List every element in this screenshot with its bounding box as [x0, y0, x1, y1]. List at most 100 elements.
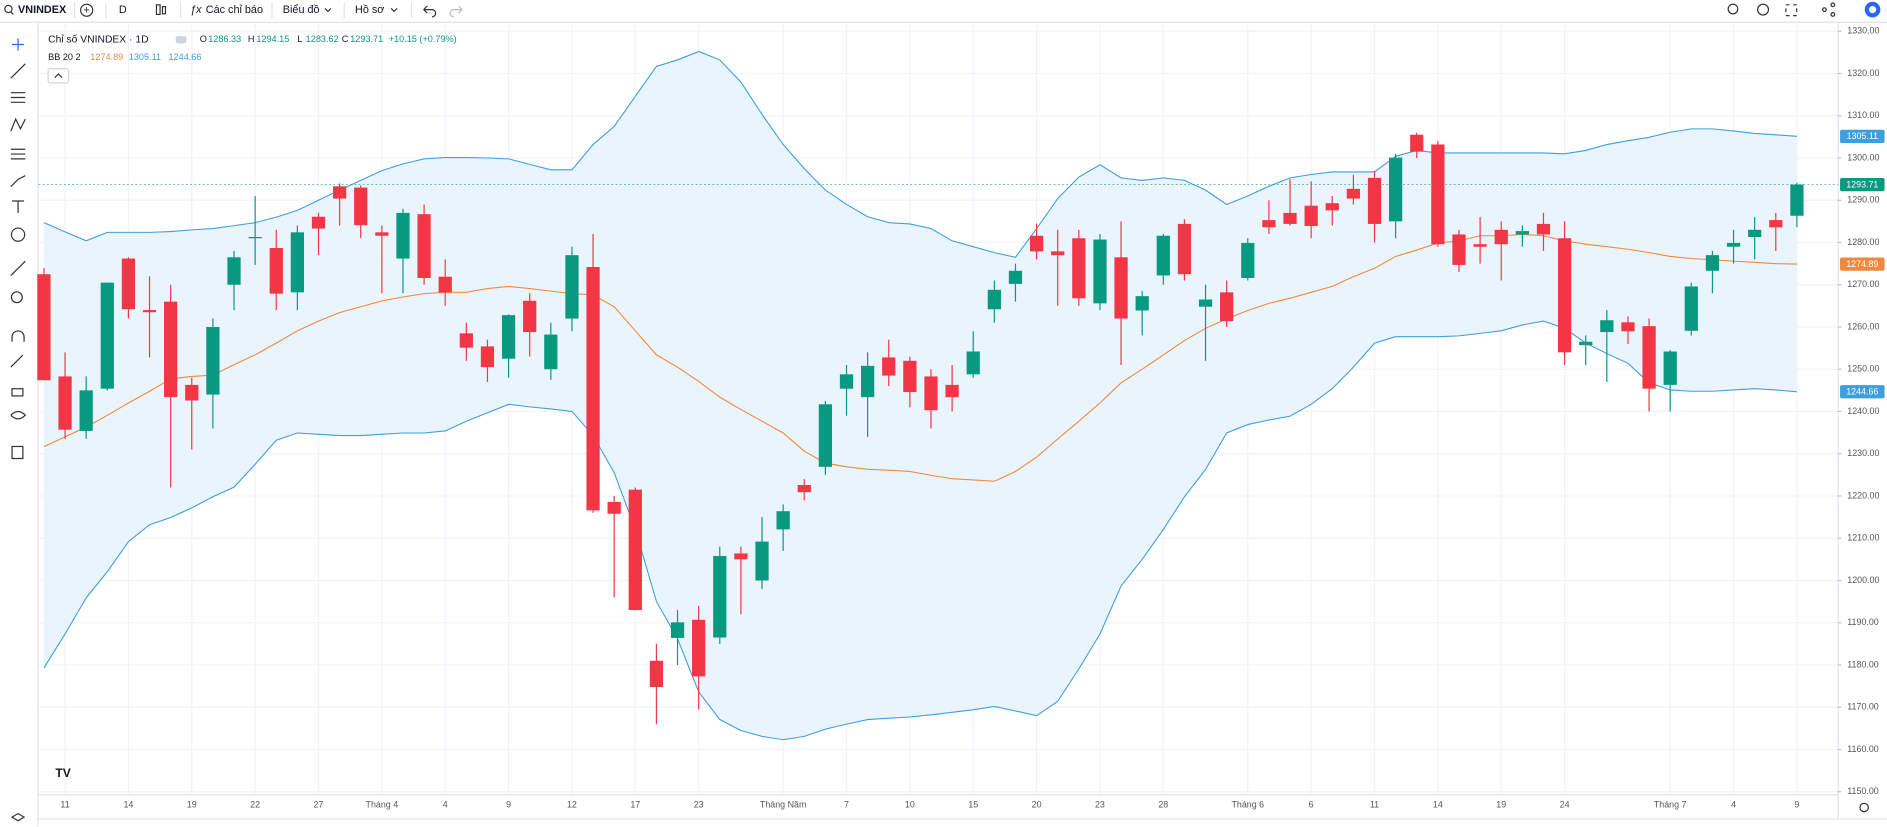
- undo-button[interactable]: [423, 5, 437, 18]
- stay-drawing-tool[interactable]: [10, 354, 24, 368]
- redo-button[interactable]: [449, 5, 463, 18]
- candle-body: [882, 357, 896, 376]
- plot: [37, 50, 1838, 741]
- axis-settings[interactable]: [1859, 802, 1869, 813]
- candle-body: [438, 276, 452, 293]
- price-tag-label: 1244.66: [1846, 387, 1878, 397]
- candle-body: [987, 289, 1001, 310]
- y-tick-label: 1200.00: [1847, 575, 1879, 585]
- chart-type-icon: [161, 6, 167, 15]
- x-tick-label: 14: [1433, 799, 1443, 809]
- layers-button[interactable]: [10, 812, 26, 822]
- projection-tool[interactable]: [10, 148, 26, 160]
- x-tick-label: Tháng 6: [1231, 799, 1264, 809]
- candle-body: [185, 384, 199, 401]
- price-tag: [1840, 385, 1885, 399]
- indicators-button[interactable]: Các chỉ báo: [206, 4, 263, 16]
- candle-body: [692, 619, 706, 677]
- legend-toggle[interactable]: [47, 67, 70, 84]
- delete-tool[interactable]: [11, 445, 24, 460]
- trendline-tool[interactable]: [10, 63, 26, 79]
- fib-tool[interactable]: [10, 92, 26, 103]
- magnet-tool[interactable]: [11, 330, 25, 342]
- zoom-tool[interactable]: [10, 291, 23, 304]
- lock-tool[interactable]: [11, 388, 24, 397]
- x-tick-label: 12: [567, 799, 577, 809]
- candle-body: [1410, 134, 1424, 152]
- share-button[interactable]: [1822, 7, 1827, 13]
- candle-body: [1705, 255, 1720, 271]
- brush-tool[interactable]: [10, 175, 26, 187]
- candle-body: [945, 384, 959, 398]
- zoom-button[interactable]: [1727, 3, 1739, 15]
- candle-body: [903, 360, 917, 393]
- top-toolbar: VNINDEX + D ƒx Các chỉ báo Biểu đồ Hồ sơ: [4, 1, 1881, 19]
- x-tick-label: 4: [1731, 799, 1736, 809]
- y-tick-label: 1220.00: [1847, 490, 1879, 500]
- candle-body: [1726, 242, 1741, 247]
- ohlc-value: 1286.33: [208, 34, 241, 44]
- candle-body: [79, 390, 93, 431]
- candle-body: [1536, 223, 1551, 235]
- dropdown-arrow: [324, 7, 332, 13]
- candle-body: [354, 187, 368, 226]
- candle-body: [1029, 235, 1044, 252]
- candle-body: [1220, 292, 1234, 322]
- chart-menu[interactable]: Biểu đồ: [283, 4, 320, 16]
- x-tick-label: 6: [1309, 799, 1314, 809]
- price-tag-label: 1305.11: [1847, 131, 1879, 141]
- tv-logo[interactable]: TV: [55, 766, 70, 780]
- x-tick-label: Tháng 4: [366, 799, 399, 809]
- candle-body: [1198, 299, 1213, 307]
- legend-toggle-arrow: [54, 73, 63, 79]
- ruler-tool[interactable]: [10, 260, 26, 277]
- visibility-tool[interactable]: [10, 410, 27, 420]
- emoji-tool[interactable]: [10, 227, 26, 242]
- candle-body: [1093, 239, 1107, 304]
- candle-body: [649, 660, 664, 687]
- candle-body: [839, 374, 854, 389]
- x-tick-label: 7: [844, 799, 849, 809]
- candle-body: [248, 237, 262, 239]
- candle-body: [164, 301, 178, 398]
- ohlc-letter: H: [248, 34, 255, 44]
- text-tool[interactable]: [12, 200, 25, 214]
- candle-body: [396, 212, 410, 259]
- candle-body: [523, 300, 537, 333]
- interval[interactable]: D: [119, 4, 127, 16]
- x-tick-label: 23: [1095, 799, 1105, 809]
- share-button-dot: [1830, 12, 1836, 17]
- candle-body: [1367, 177, 1382, 224]
- candle-body: [1790, 184, 1804, 216]
- candle-body: [1769, 220, 1783, 228]
- fullscreen-button[interactable]: [1785, 4, 1798, 17]
- logo-inner: [1868, 6, 1877, 14]
- candle-body: [776, 511, 790, 530]
- x-tick-label: 10: [905, 799, 915, 809]
- candle-body: [142, 310, 157, 313]
- pattern-tool[interactable]: [10, 117, 26, 132]
- crosshair-tool[interactable]: [12, 38, 25, 51]
- candle-body: [1494, 229, 1508, 245]
- ohlc-value: 1283.62: [306, 34, 339, 44]
- settings-button[interactable]: [1757, 3, 1770, 16]
- candle-body: [607, 501, 621, 514]
- y-tick-label: 1230.00: [1847, 448, 1879, 458]
- y-tick-label: 1240.00: [1847, 406, 1879, 416]
- chart-type-icon[interactable]: [155, 4, 161, 16]
- symbol[interactable]: VNINDEX: [18, 4, 67, 16]
- search-icon[interactable]: [4, 4, 13, 14]
- candle-body: [1346, 188, 1361, 199]
- compare-button[interactable]: [80, 3, 94, 17]
- candle-body: [37, 274, 51, 381]
- x-tick-label: 24: [1560, 799, 1570, 809]
- dropdown-arrow: [390, 7, 398, 13]
- y-tick-label: 1210.00: [1847, 533, 1879, 543]
- profile-menu[interactable]: Hồ sơ: [355, 4, 384, 16]
- collapse-button[interactable]: [175, 36, 187, 44]
- change-label: +10.15 (+0.79%): [389, 34, 457, 44]
- x-tick-label: 27: [314, 799, 324, 809]
- axes: 1150.00 1160.00 1170.00 1180.00 1190.00 1200.…: [60, 26, 1885, 809]
- candle-body: [1325, 203, 1339, 211]
- candle-body: [1684, 286, 1698, 331]
